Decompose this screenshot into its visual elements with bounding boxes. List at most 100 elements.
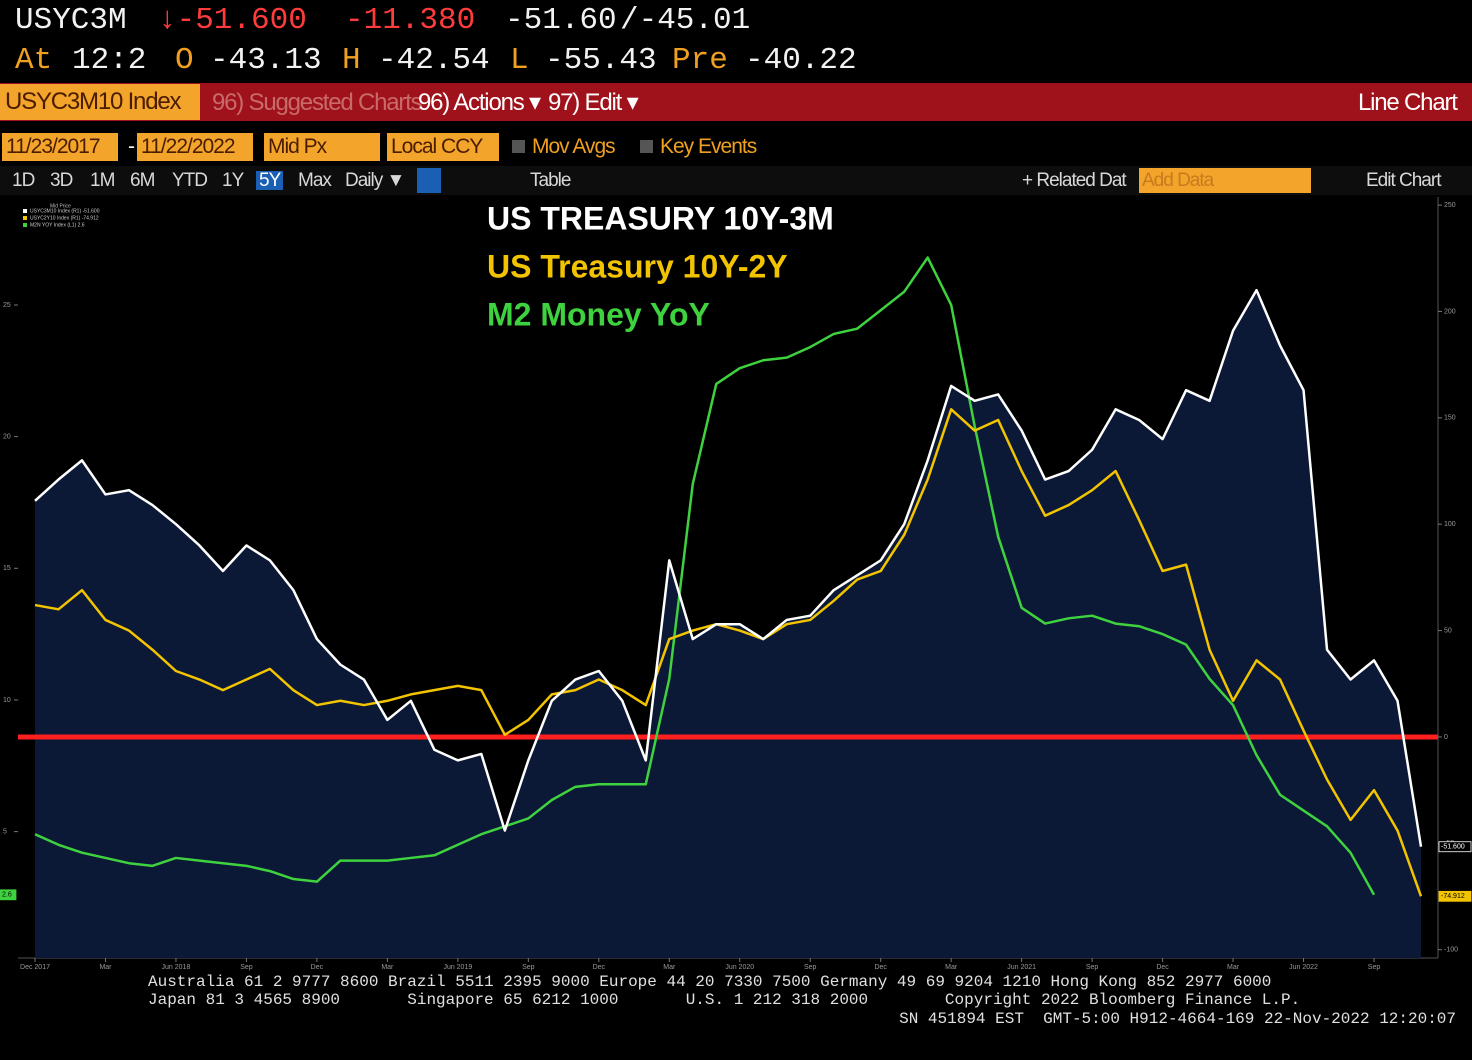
detail-value: -42.54 (378, 43, 490, 78)
line-icon[interactable] (417, 168, 441, 193)
legend-swatch (23, 209, 27, 213)
end-date[interactable]: 11/22/2022 (137, 133, 253, 161)
x-tick-label: Sep (240, 964, 253, 971)
detail-value: -40.22 (745, 43, 857, 78)
y2-tick-label: 100 (1444, 521, 1456, 528)
start-date[interactable]: 11/23/2017 (2, 133, 118, 161)
period-button[interactable]: 1M (90, 170, 115, 191)
net-change: -11.380 (345, 3, 476, 38)
x-tick-label: Jun 2019 (443, 964, 472, 971)
last-value-label: -51.600 (1441, 844, 1465, 851)
last-value-tag (1438, 841, 1472, 853)
period-button[interactable]: YTD (172, 170, 208, 191)
date-separator: - (128, 135, 135, 158)
period-button[interactable]: 3D (50, 170, 73, 191)
actions-menu[interactable]: 96) Actions ▾ (418, 89, 541, 116)
x-tick-label: Mar (99, 964, 112, 971)
detail-value: -43.13 (210, 43, 322, 78)
legend-entry: M2N YOY Index (L1) 2.6 (30, 222, 85, 228)
mov-avgs[interactable]: Mov Avgs (532, 135, 616, 158)
x-tick-label: Sep (522, 964, 535, 971)
y2-tick-label: -100 (1444, 947, 1458, 954)
x-tick-label: Dec (1156, 964, 1169, 971)
y2-tick-label: 50 (1444, 627, 1452, 634)
checkbox[interactable] (640, 140, 653, 153)
legend-entry: USYC3M10 Index (R1) -51.600 (30, 208, 100, 214)
x-tick-label: Sep (1086, 964, 1099, 971)
x-tick-label: Jun 2018 (162, 964, 191, 971)
series-line (34, 288, 1423, 847)
table-button[interactable]: Table (530, 170, 571, 191)
x-tick-label: Jun 2022 (1289, 964, 1318, 971)
suggested-charts[interactable]: 96) Suggested Charts (212, 89, 423, 116)
toolbar (0, 83, 1472, 121)
period-button[interactable]: 1D (12, 170, 35, 191)
series-line (34, 256, 1376, 896)
y2-tick-label: 250 (1444, 202, 1456, 209)
y-tick-label: 10 (3, 697, 11, 704)
view-name: Line Chart (1358, 89, 1458, 116)
y2-tick-label: 0 (1444, 734, 1448, 741)
x-tick-label: Mar (381, 964, 394, 971)
footer-line: SN 451894 EST GMT-5:00 H912-4664-169 22-… (899, 1010, 1456, 1028)
security-field[interactable]: USYC3M10 Index (0, 84, 200, 120)
period-button[interactable]: Max (298, 170, 332, 191)
last-value-tag (1438, 890, 1472, 902)
period-button[interactable]: 1Y (222, 170, 244, 191)
legend-entry: USYC2Y10 Index (R1) -74.912 (30, 215, 99, 221)
x-tick-label: Dec 2017 (20, 964, 50, 971)
legend-swatch (23, 216, 27, 220)
checkbox[interactable] (512, 140, 525, 153)
series-line (34, 408, 1423, 897)
y2-tick-label: 150 (1444, 415, 1456, 422)
ask: /-45.01 (620, 3, 751, 38)
footer-line: Australia 61 2 9777 8600 Brazil 5511 239… (148, 973, 1272, 991)
x-tick-label: Jun 2021 (1007, 964, 1036, 971)
add-data-field[interactable]: Add Data (1139, 168, 1311, 193)
x-tick-label: Mar (945, 964, 958, 971)
key-events[interactable]: Key Events (660, 135, 757, 158)
area (35, 290, 1421, 958)
bid: -51.60 (505, 3, 617, 38)
legend-title: Mid Price (50, 203, 71, 209)
x-tick-label: Mar (663, 964, 676, 971)
y-tick-label: 20 (3, 433, 11, 440)
frequency-menu[interactable]: Daily ▼ (345, 170, 405, 191)
edit-menu[interactable]: 97) Edit ▾ (548, 89, 639, 116)
last-value-tag (0, 889, 17, 901)
detail-label: L (510, 43, 529, 78)
period-button[interactable]: 6M (130, 170, 155, 191)
detail-label: Pre (672, 43, 728, 78)
last-price: ↓-51.600 (158, 3, 307, 38)
y-tick-label: 15 (3, 565, 11, 572)
period-button[interactable]: 5Y (256, 171, 284, 190)
legend-label: US Treasury 10Y-2Y (487, 248, 788, 284)
last-value-label: 2.6 (2, 892, 12, 899)
x-tick-label: Dec (593, 964, 606, 971)
edit-chart[interactable]: Edit Chart (1366, 170, 1441, 191)
detail-value: 12:2 (72, 43, 147, 78)
x-tick-label: Sep (804, 964, 817, 971)
currency-field[interactable]: Local CCY (387, 133, 499, 161)
detail-label: O (175, 43, 194, 78)
last-value-label: -74.912 (1441, 893, 1465, 900)
y-tick-label: 25 (3, 302, 11, 309)
detail-value: -55.43 (545, 43, 657, 78)
ticker: USYC3M (15, 3, 127, 38)
legend-label: M2 Money YoY (487, 296, 710, 332)
detail-label: At (15, 43, 53, 78)
x-tick-label: Mar (1227, 964, 1240, 971)
related-data[interactable]: + Related Dat (1022, 170, 1127, 191)
legend-swatch (23, 223, 27, 227)
x-tick-label: Dec (874, 964, 887, 971)
price-field[interactable]: Mid Px (264, 133, 380, 161)
x-tick-label: Jun 2020 (725, 964, 754, 971)
x-tick-label: Dec (311, 964, 324, 971)
x-tick-label: Sep (1368, 964, 1381, 971)
footer-line: Japan 81 3 4565 8900 Singapore 65 6212 1… (148, 991, 1301, 1009)
detail-label: H (342, 43, 361, 78)
y-tick-label: 5 (3, 828, 7, 835)
legend-label: US TREASURY 10Y-3M (487, 200, 834, 236)
